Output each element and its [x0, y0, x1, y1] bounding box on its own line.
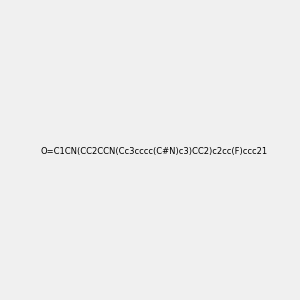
Text: O=C1CN(CC2CCN(Cc3cccc(C#N)c3)CC2)c2cc(F)ccc21: O=C1CN(CC2CCN(Cc3cccc(C#N)c3)CC2)c2cc(F)…: [40, 147, 267, 156]
